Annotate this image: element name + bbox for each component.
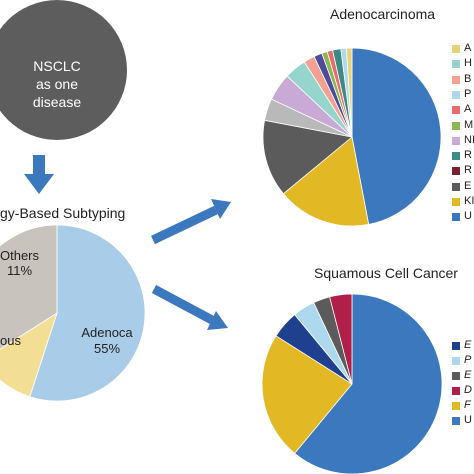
squamous-legend-label: D [464, 384, 472, 396]
adenoca-label: Adenoca [81, 325, 133, 340]
arrow-to-squamous-icon [151, 285, 228, 330]
adeno-legend-swatch [452, 121, 460, 130]
adeno-legend-swatch [452, 45, 460, 53]
squamous-title: Squamous Cell Cancer [314, 265, 458, 281]
adeno-legend-swatch [452, 167, 460, 176]
squamous-legend-label: F [464, 399, 471, 411]
adeno-legend-label: E [464, 179, 472, 192]
squamous-pie [261, 293, 443, 474]
nsclc-circle [0, 0, 127, 140]
squamous-legend-label: E [464, 369, 472, 381]
adeno-legend-label: P [464, 87, 472, 100]
adeno-legend-swatch [452, 106, 460, 115]
adeno-slice-12 [345, 47, 353, 138]
subtyping-slice-2 [0, 224, 58, 350]
others-pct: 11% [7, 263, 33, 278]
squamous-legend-swatch [452, 372, 460, 380]
squamous-legend-swatch [452, 417, 460, 425]
subtyping-pie [0, 224, 146, 402]
adeno-legend-label: NI [464, 133, 474, 146]
squamous-slice-1 [261, 335, 353, 454]
nsclc-line3: disease [32, 94, 82, 110]
squamous-legend-label: P [464, 354, 472, 366]
adeno-legend-label: B [464, 72, 472, 85]
squamous-legend-swatch [452, 402, 460, 410]
squamous-label: ous [0, 333, 21, 348]
squamous-legend-swatch [452, 342, 460, 350]
squamous-slice-5 [329, 293, 353, 385]
adeno-legend-swatch [452, 60, 460, 69]
adeno-legend-label: M [464, 118, 474, 131]
squamous-legend-swatch [452, 387, 460, 395]
subtyping-slice-0 [29, 224, 146, 402]
adeno-legend-label: H [464, 57, 472, 70]
down-arrow-icon [24, 155, 54, 194]
adeno-slice-1 [282, 136, 370, 227]
adeno-legend-label: U [464, 210, 472, 223]
adeno-legend-label: KI [464, 195, 474, 207]
adeno-slice-2 [262, 119, 353, 195]
adeno-legend-label: R [464, 164, 472, 177]
others-label: Others [0, 248, 40, 263]
subtyping-title: gy-Based Subtyping [0, 205, 126, 221]
adeno-legend-swatch [452, 75, 460, 84]
adeno-legend-label: A [464, 103, 472, 116]
adeno-pie [262, 47, 442, 227]
subtyping-slice-1 [0, 312, 58, 398]
adeno-legend-swatch [452, 198, 460, 206]
adeno-legend-swatch [452, 90, 460, 99]
adeno-title: Adenocarcinoma [330, 6, 436, 22]
adeno-legend-swatch [452, 136, 460, 145]
adeno-legend-label: A [464, 42, 472, 54]
adeno-legend-swatch [452, 152, 460, 161]
adeno-slice-0 [351, 47, 442, 225]
squamous-legend-swatch [452, 357, 460, 365]
adeno-legend-swatch [452, 182, 460, 191]
nsclc-line2: as one [35, 76, 79, 92]
arrow-to-adeno-icon [151, 199, 231, 245]
squamous-legend-label: E [464, 339, 472, 351]
nsclc-line1: NSCLC [33, 58, 81, 74]
squamous-legend-label: U [464, 414, 472, 426]
adenoca-pct: 55% [93, 341, 121, 356]
adeno-legend-label: R [464, 149, 472, 162]
adeno-legend-swatch [452, 213, 460, 222]
squamous-slice-0 [294, 293, 443, 474]
